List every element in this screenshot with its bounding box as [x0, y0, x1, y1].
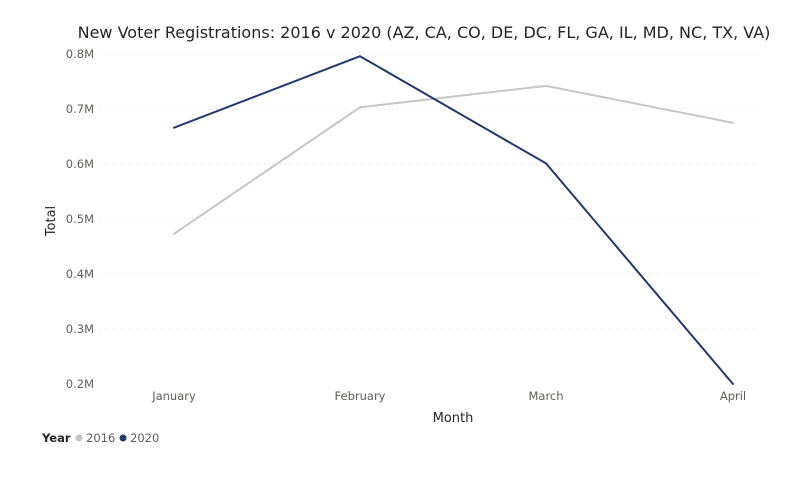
x-axis-ticks: January February March April: [151, 389, 746, 403]
series-line-2020: [173, 55, 734, 385]
x-tick-label: April: [720, 389, 746, 403]
y-tick-label: 0.8M: [66, 47, 94, 61]
grid-lines: [100, 53, 760, 330]
y-tick-label: 0.3M: [66, 322, 94, 336]
y-tick-label: 0.4M: [66, 267, 94, 281]
legend: Year 2016 2020: [41, 431, 159, 445]
x-tick-label: January: [151, 389, 196, 403]
legend-marker-2020: [119, 434, 127, 442]
y-tick-label: 0.2M: [66, 377, 94, 391]
x-axis-label: Month: [433, 411, 474, 426]
legend-label-2020: 2020: [130, 431, 159, 445]
legend-items: 2016 2020: [75, 431, 159, 445]
chart-title: New Voter Registrations: 2016 v 2020 (AZ…: [78, 23, 771, 42]
legend-label-2016: 2016: [86, 431, 115, 445]
legend-marker-2016: [75, 434, 83, 442]
y-tick-label: 0.6M: [66, 157, 94, 171]
series-line-2016: [173, 84, 734, 235]
y-tick-label: 0.7M: [66, 102, 94, 116]
y-axis-label: Total: [44, 206, 59, 237]
legend-title: Year: [41, 431, 71, 445]
y-tick-label: 0.5M: [66, 212, 94, 226]
x-tick-label: March: [528, 389, 563, 403]
x-tick-label: February: [335, 389, 386, 403]
series-lines: [173, 55, 734, 385]
y-axis-ticks: 0.2M 0.3M 0.4M 0.5M 0.6M 0.7M 0.8M: [66, 47, 94, 391]
